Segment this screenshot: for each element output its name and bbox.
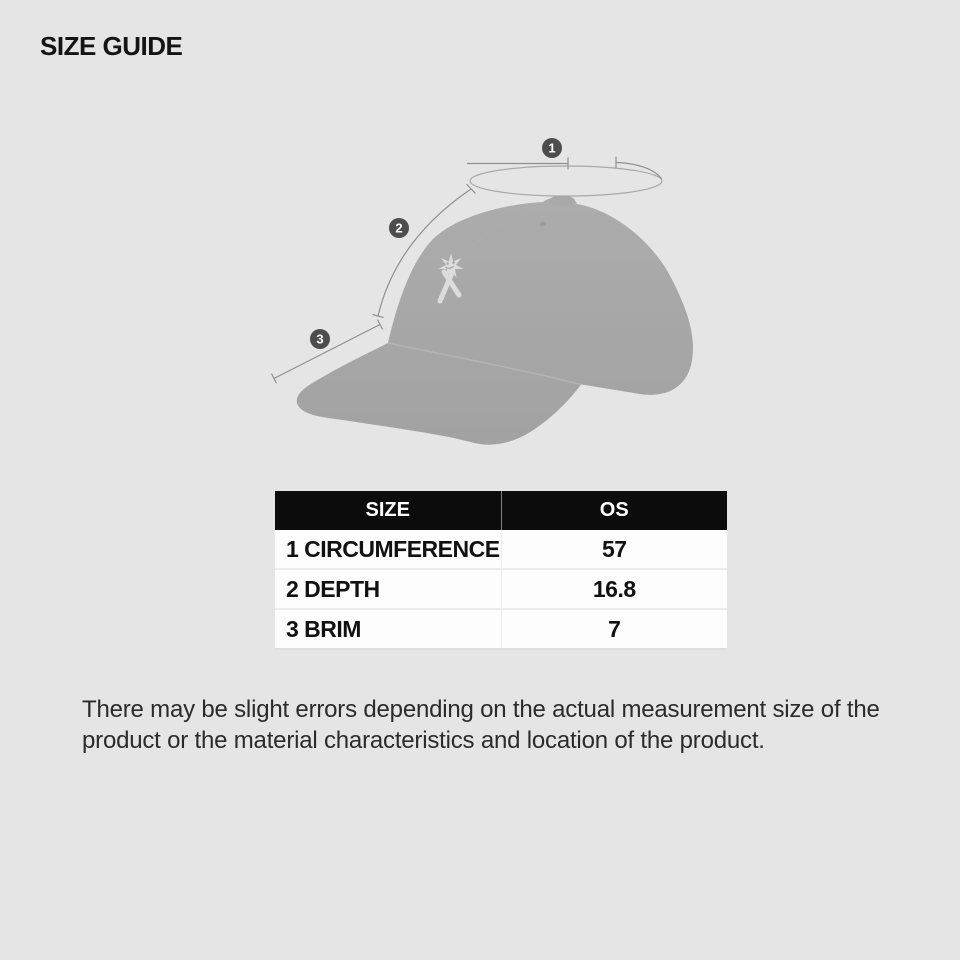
row-label: 3 BRIM xyxy=(275,608,501,650)
cap-eyelet xyxy=(539,221,547,227)
row-label: 2 DEPTH xyxy=(275,568,501,609)
cap-brim-seam xyxy=(387,342,582,386)
cap-silhouette xyxy=(296,195,694,445)
disclaimer-line-1: There may be slight errors depending on … xyxy=(82,696,880,723)
disclaimer-line-2: product or the material characteristics … xyxy=(82,727,765,754)
cap-logo-icon xyxy=(437,253,464,304)
circumference-dimension xyxy=(467,156,663,197)
measurement-badge-3: 3 xyxy=(310,329,330,349)
svg-text:2: 2 xyxy=(395,221,402,236)
size-table: SIZE OS 1 CIRCUMFERENCE 57 2 DEPTH 16.8 … xyxy=(275,491,727,650)
row-value: 16.8 xyxy=(500,568,727,609)
size-table-header-row: SIZE OS xyxy=(275,491,727,530)
cap-measurement-illustration: 1 2 3 xyxy=(270,138,694,445)
circumference-ellipse xyxy=(469,165,663,197)
measurement-badge-1: 1 xyxy=(542,138,562,158)
measurement-disclaimer: There may be slight errors depending on … xyxy=(82,694,880,756)
page-title: SIZE GUIDE xyxy=(40,31,183,61)
svg-text:1: 1 xyxy=(548,141,555,156)
row-value: 7 xyxy=(500,608,727,650)
brim-dimension xyxy=(270,319,384,384)
size-table-header-size: SIZE xyxy=(275,491,501,530)
cap-front-seam xyxy=(469,202,553,249)
size-table-row-brim: 3 BRIM 7 xyxy=(275,608,727,650)
cap-button xyxy=(549,195,575,207)
measurement-badge-2: 2 xyxy=(389,218,409,238)
row-value: 57 xyxy=(500,530,727,569)
size-table-row-circumference: 1 CIRCUMFERENCE 57 xyxy=(275,530,727,569)
depth-dimension xyxy=(372,183,476,319)
row-label: 1 CIRCUMFERENCE xyxy=(275,530,501,569)
size-table-header-os: OS xyxy=(500,491,727,530)
svg-text:3: 3 xyxy=(316,332,323,347)
size-table-row-depth: 2 DEPTH 16.8 xyxy=(275,568,727,609)
